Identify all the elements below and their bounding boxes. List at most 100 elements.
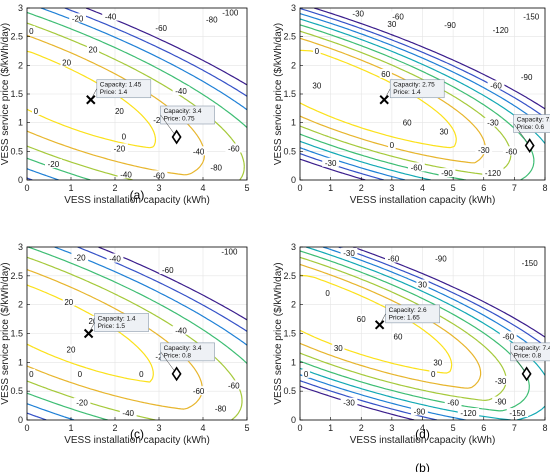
- contour-label-bg: [86, 315, 100, 325]
- contour-label: 20: [89, 45, 98, 54]
- x-tick-label: 1: [328, 423, 333, 433]
- x-tick-label: 3: [389, 183, 394, 193]
- contour-label: -90: [414, 407, 426, 416]
- y-tick-label: 3: [291, 3, 296, 13]
- contour-label: 0: [390, 141, 395, 150]
- contour-label: -150: [523, 13, 540, 22]
- contour-label-bg: [111, 143, 128, 153]
- x-tick-label: 4: [420, 183, 425, 193]
- x-tick-label: 5: [244, 183, 249, 193]
- contour-label: -60: [388, 255, 400, 264]
- contour-label: -90: [435, 255, 447, 264]
- panel-4: 00 03030306060-30-30-30-60-60-60-90-90-90…: [273, 242, 550, 446]
- x-tick-label: 1: [68, 183, 73, 193]
- contour-label: -30: [325, 159, 337, 168]
- optimum-callout-line: Capacity: 1.4: [98, 316, 136, 323]
- breakeven-callout-line: Price: 0.6: [517, 124, 545, 131]
- contour-label-bg: [150, 170, 168, 180]
- x-axis-label: VESS installation capacity (kWh): [64, 435, 210, 446]
- y-tick-label: 1.5: [10, 329, 23, 339]
- y-tick-label: 2: [291, 300, 296, 310]
- contour-label-bg: [64, 344, 78, 354]
- contour-label-bg: [499, 331, 517, 341]
- contour-label-bg: [506, 408, 529, 418]
- contour-label-bg: [379, 68, 392, 78]
- contour-label: -60: [502, 332, 514, 341]
- contour-label-bg: [119, 408, 137, 418]
- contour-label-bg: [27, 25, 36, 35]
- y-axis-label: VESS service price ($/kWh/day): [0, 262, 11, 404]
- contour-label: -80: [215, 404, 227, 413]
- contour-label: -40: [105, 13, 117, 22]
- contour-label-bg: [340, 397, 358, 407]
- contour-label: 30: [439, 127, 448, 136]
- contour-label: 0: [431, 370, 436, 379]
- y-axis-label: VESS service price ($/kWh/day): [273, 23, 284, 165]
- contour-label: -30: [343, 399, 355, 408]
- x-tick-label: 8: [542, 183, 547, 193]
- ticks: 0 1 2 3 4 500.511.522.53: [10, 242, 249, 433]
- contour-label-bg: [332, 342, 345, 352]
- contour-label: -60: [506, 147, 518, 156]
- contour-label-bg: [457, 408, 480, 418]
- contour-label-bg: [484, 117, 502, 127]
- breakeven-callout-line: Capacity: 3.4: [164, 108, 202, 115]
- contour-label-bg: [349, 8, 367, 18]
- contour-label: 0: [315, 47, 320, 56]
- contour-label-bg: [212, 403, 229, 413]
- contour-label-bg: [117, 169, 135, 179]
- contour-label: -60: [411, 163, 423, 172]
- contour-label: -60: [392, 13, 404, 22]
- breakeven-callout-leader: [513, 123, 530, 146]
- contour-label-bg: [355, 314, 368, 324]
- contour-level-neg40: [27, 247, 247, 420]
- contour-label-bg: [225, 143, 243, 153]
- contour-label-bg: [203, 14, 221, 24]
- x-tick-label: 3: [156, 183, 161, 193]
- contour-label-bg: [475, 145, 493, 155]
- contour-label-bg: [172, 86, 190, 96]
- contour-label: -60: [153, 171, 165, 180]
- contour-label-bg: [385, 19, 398, 29]
- contour-label: -20: [76, 399, 88, 408]
- contour-label-bg: [86, 44, 100, 54]
- y-tick-label: 3: [18, 3, 23, 13]
- contour-label: -120: [493, 26, 510, 35]
- y-tick-label: 1.5: [10, 89, 23, 99]
- x-tick-label: 1: [68, 423, 73, 433]
- contour-label-bg: [69, 13, 86, 23]
- panel-label: (d): [415, 427, 430, 441]
- y-axis-label: VESS service price ($/kWh/day): [0, 23, 11, 165]
- contour-label: 30: [387, 20, 396, 29]
- contour-label: -60: [228, 381, 240, 390]
- optimum-callout-line: Capacity: 2.75: [393, 82, 435, 89]
- contour-label-bg: [411, 406, 428, 416]
- contour-label: -20: [48, 160, 60, 169]
- x-tick-label: 2: [112, 423, 117, 433]
- contour-label: 0: [29, 27, 34, 36]
- contour-label-bg: [518, 71, 536, 81]
- contour-label: 0: [139, 370, 144, 379]
- breakeven-callout-line: Price: 0.75: [164, 116, 195, 123]
- contour-label: -40: [109, 255, 121, 264]
- contour-label: -20: [74, 253, 86, 262]
- contour-label-bg: [152, 23, 170, 33]
- x-tick-label: 2: [359, 423, 364, 433]
- contour-label: -40: [122, 409, 134, 418]
- breakeven-callout-leader: [160, 114, 177, 138]
- contour-label: -100: [221, 248, 238, 257]
- contour-labels: 0 0 30 30 30 60 60 -30 -30 -30 -30 -60 -60 -60 -60 -90 -…: [310, 8, 542, 178]
- y-tick-label: 0.5: [283, 146, 296, 156]
- contour-label-bg: [137, 368, 146, 378]
- breakeven-callout-leader: [510, 351, 527, 375]
- breakeven-callout-line: Price: 0.8: [164, 352, 192, 359]
- contour-label-bg: [432, 253, 450, 263]
- contour-label: 30: [418, 280, 427, 289]
- contour-label: -60: [193, 387, 205, 396]
- contour-label: 60: [394, 332, 403, 341]
- breakeven-diamond-marker: [521, 366, 532, 382]
- contour-label: -90: [495, 398, 507, 407]
- contour-label: 0: [122, 132, 127, 141]
